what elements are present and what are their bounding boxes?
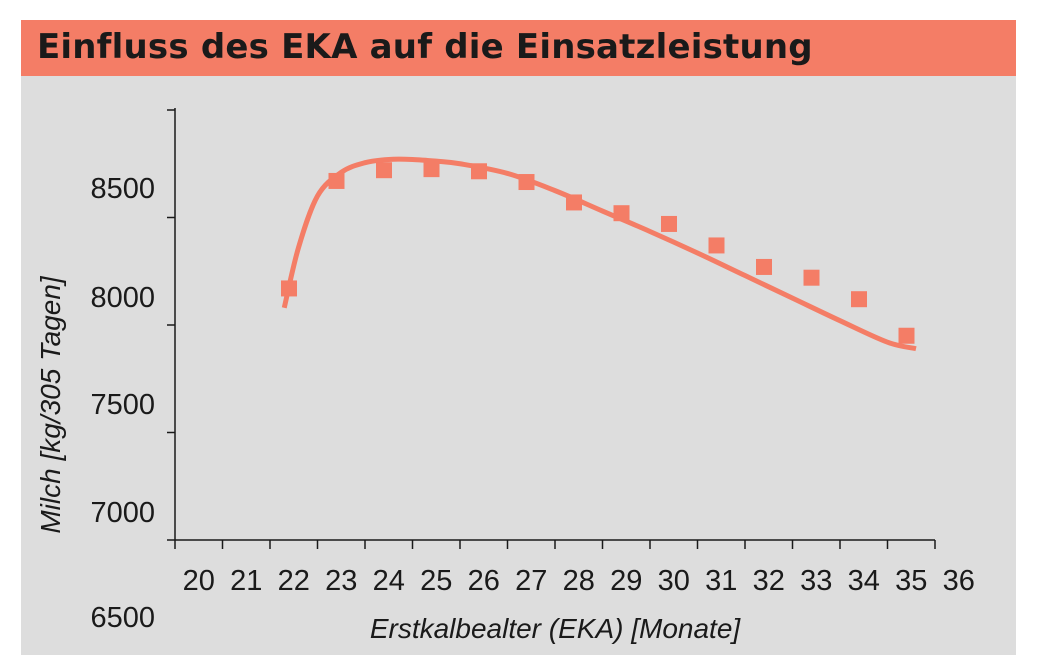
y-tick-label: 6500	[90, 602, 155, 634]
x-tick-label: 36	[943, 565, 975, 597]
data-point	[518, 174, 535, 191]
x-tick-label: 21	[230, 565, 262, 597]
axes	[167, 108, 936, 549]
fit-curve-layer	[281, 156, 917, 352]
x-tick-label: 22	[278, 565, 310, 597]
x-tick-label: 28	[563, 565, 595, 597]
data-point	[661, 215, 677, 232]
y-axis-ticks: 8500 8000 7500 7000 6500	[90, 173, 155, 634]
x-tick-label: 31	[705, 565, 737, 597]
x-tick-label: 20	[183, 565, 215, 597]
x-tick-label: 34	[848, 565, 880, 597]
data-point	[613, 205, 630, 222]
data-points-layer	[281, 161, 915, 344]
data-point	[566, 194, 582, 211]
x-tick-label: 29	[610, 565, 642, 597]
x-tick-label: 24	[373, 565, 405, 597]
x-tick-label: 27	[515, 565, 547, 597]
data-point	[803, 269, 820, 286]
x-tick-label: 30	[658, 565, 690, 597]
title-bar: Einfluss des EKA auf die Einsatzleistung	[21, 20, 1016, 76]
y-axis-label: Milch [kg/305 Tagen]	[35, 275, 66, 534]
chart-title: Einfluss des EKA auf die Einsatzleistung	[37, 27, 813, 67]
data-point	[423, 161, 440, 178]
data-point	[756, 258, 772, 275]
x-tick-label: 25	[420, 565, 452, 597]
x-tick-label: 23	[325, 565, 357, 597]
x-axis-ticks: 20 21 22 23 24 25 26 27 28 29 30 31 32 33 34 35 36	[183, 565, 975, 597]
y-tick-label: 8500	[90, 173, 155, 205]
y-tick-label: 7000	[90, 497, 155, 529]
x-tick-label: 26	[468, 565, 500, 597]
data-point	[898, 327, 915, 344]
y-tick-label: 7500	[90, 389, 155, 421]
x-tick-label: 35	[895, 565, 927, 597]
data-point	[471, 163, 487, 180]
data-point	[851, 291, 867, 308]
data-point	[328, 172, 345, 189]
data-point	[708, 237, 725, 254]
y-tick-label: 8000	[90, 282, 155, 314]
chart-panel	[21, 20, 1016, 655]
x-axis-label: Erstkalbealter (EKA) [Monate]	[370, 613, 742, 644]
x-tick-label: 32	[753, 565, 785, 597]
data-point	[281, 280, 297, 297]
fit-curve	[281, 156, 917, 352]
x-tick-label: 33	[800, 565, 832, 597]
data-point	[376, 162, 392, 179]
